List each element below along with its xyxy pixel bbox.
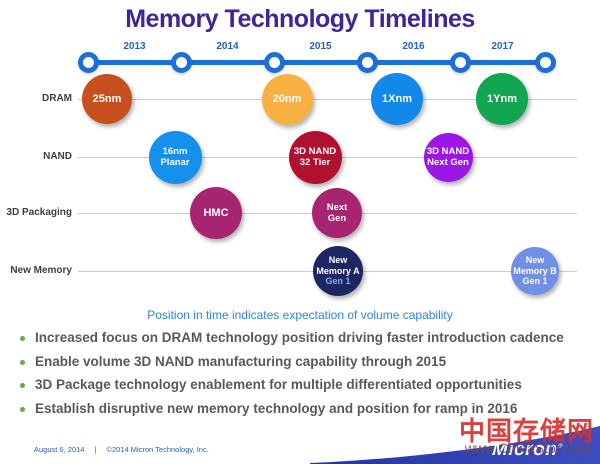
timeline-node — [356, 51, 378, 73]
milestone-label-line: 3D NAND — [426, 145, 470, 157]
bullet-text: Enable volume 3D NAND manufacturing capa… — [35, 353, 447, 369]
milestone-circle: 3D NAND Next Gen — [423, 132, 473, 182]
row-label: NAND — [43, 151, 72, 162]
watermark-chinese-text: 中国存储网 — [458, 417, 594, 447]
timeline-node — [170, 51, 192, 73]
milestone-label-line: Next — [326, 201, 348, 213]
bullet-text: Increased focus on DRAM technology posit… — [35, 330, 564, 345]
bullet-list: Increased focus on DRAM technology posit… — [16, 330, 592, 424]
milestone-label-line: 16nm — [162, 145, 188, 157]
milestone-circle: 25nm — [82, 74, 132, 124]
bullet-item: Increased focus on DRAM technology posit… — [16, 330, 592, 345]
milestone-label-line: 32 Tier — [299, 157, 331, 168]
watermark-url-text: www.ChinaStor.com — [464, 440, 590, 456]
timeline-node — [77, 51, 99, 73]
bullet-dot-icon — [20, 406, 25, 412]
year-label: 2015 — [309, 41, 332, 52]
timeline-node — [449, 51, 471, 73]
bullet-text: Establish disruptive new memory technolo… — [35, 400, 518, 416]
milestone-label-line: Gen 1 — [325, 276, 351, 287]
bullet-dot-icon — [20, 383, 25, 388]
milestone-circle: 1Xnm — [371, 73, 423, 125]
year-label: 2013 — [123, 41, 146, 52]
timeline-node — [534, 51, 556, 73]
milestone-circle: New Memory A Gen 1 — [313, 246, 363, 296]
timeline-bar — [88, 59, 545, 65]
slide-title: Memory Technology Timelines — [125, 5, 475, 33]
row-label: DRAM — [42, 93, 72, 104]
bullet-dot-icon — [20, 336, 25, 341]
milestone-label-line: Next Gen — [427, 157, 469, 168]
milestone-label-line: 20nm — [272, 92, 302, 105]
milestone-label-line: HMC — [203, 206, 229, 219]
year-label: 2014 — [216, 41, 239, 52]
row-line — [78, 99, 577, 100]
milestone-circle: HMC — [190, 187, 242, 239]
footer-copyright: ©2014 Micron Technology, Inc. — [106, 445, 209, 454]
milestone-label-line: 3D NAND — [293, 145, 337, 157]
milestone-label-line: New — [328, 255, 348, 266]
milestone-label-line: Gen — [327, 213, 347, 224]
footer-separator: | — [94, 445, 97, 454]
timeline-node — [263, 51, 285, 73]
footer-date: August 6, 2014 — [34, 445, 85, 454]
row-label: New Memory — [10, 265, 72, 276]
milestone-label-line: Memory B — [513, 265, 557, 276]
milestone-label-line: 1Xnm — [382, 92, 412, 105]
milestone-label-line: Planar — [160, 157, 190, 168]
milestone-circle: 1Ynm — [476, 73, 528, 125]
milestone-label-line: 1Ynm — [487, 92, 517, 105]
milestone-circle: 3D NAND 32 Tier — [288, 130, 342, 184]
year-label: 2017 — [491, 41, 514, 52]
bullet-item: 3D Package technology enablement for mul… — [16, 377, 592, 392]
bullet-dot-icon — [20, 359, 25, 365]
milestone-circle: New Memory B Gen 1 — [511, 247, 559, 295]
milestone-label-line: New — [525, 255, 545, 266]
milestone-label-line: 25nm — [92, 92, 122, 105]
milestone-circle: Next Gen — [312, 188, 362, 238]
milestone-circle: 16nm Planar — [148, 130, 202, 184]
bullet-item: Enable volume 3D NAND manufacturing capa… — [16, 354, 592, 369]
micron-swoosh — [310, 426, 600, 464]
row-label: 3D Packaging — [6, 207, 72, 218]
footer: August 6, 2014 | ©2014 Micron Technology… — [34, 445, 209, 454]
caption: Position in time indicates expectation o… — [147, 308, 453, 322]
milestone-label-line: Gen 1 — [522, 276, 548, 287]
milestone-circle: 20nm — [261, 73, 313, 125]
bullet-text: 3D Package technology enablement for mul… — [35, 377, 522, 392]
year-label: 2016 — [402, 41, 425, 52]
milestone-label-line: Memory A — [316, 265, 360, 276]
bullet-item: Establish disruptive new memory technolo… — [16, 401, 592, 416]
